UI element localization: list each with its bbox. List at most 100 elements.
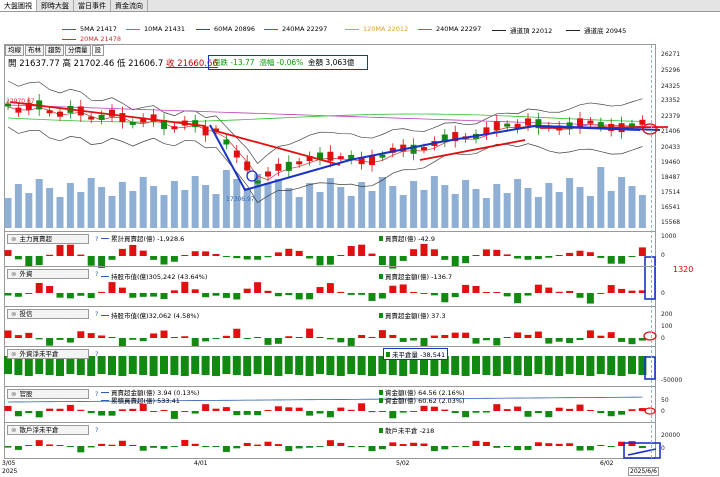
candle-body: [493, 121, 500, 131]
indicator-bar: [139, 338, 147, 342]
help-icon[interactable]: ?: [95, 350, 99, 358]
help-icon[interactable]: ?: [95, 235, 99, 243]
indicator-bar: [555, 291, 563, 293]
indicator-bar: [597, 293, 605, 294]
indicator-bar: [274, 406, 282, 411]
close-icon[interactable]: ⊗: [11, 235, 17, 243]
indicator-bar: [472, 440, 480, 446]
help-icon[interactable]: ?: [95, 390, 99, 398]
oi-bar: [482, 356, 491, 375]
oi-bar: [274, 356, 283, 376]
pane-title: ⊗ 官股?: [7, 389, 98, 399]
indicator-bar: [482, 292, 490, 293]
volume-bar: [129, 191, 137, 228]
pane-legend-1: 持股市值(億)32,062 (4.58%): [101, 310, 199, 320]
legend-text: 累計買賣超(億) -1,928.6: [111, 235, 185, 243]
indicator-bar: [243, 411, 251, 415]
price-tick: 20433: [661, 144, 681, 151]
price-tick: 17514: [661, 189, 681, 196]
pane-title: ⊗ 散戶淨未平倉?: [7, 425, 98, 435]
candle-body: [597, 122, 604, 128]
subtab-bollinger[interactable]: 布林: [25, 45, 44, 56]
candle-body: [379, 154, 386, 158]
help-icon[interactable]: ?: [95, 270, 99, 278]
pane-selector[interactable]: ⊗ 外資淨未平倉: [7, 349, 89, 359]
indicator-bar: [56, 338, 64, 340]
indicator-bar: [534, 442, 542, 446]
tab-daily-events[interactable]: 當日事件: [74, 0, 111, 11]
pane-selector[interactable]: ⊗ 官股: [7, 389, 89, 399]
close-icon[interactable]: ⊗: [11, 350, 17, 358]
indicator-bar: [358, 335, 366, 338]
tab-market-chart[interactable]: 大盤圖視: [0, 0, 37, 11]
indicator-bar: [462, 446, 470, 448]
indicator-bar: [524, 256, 532, 260]
close-icon[interactable]: ⊗: [11, 310, 17, 318]
candle-body: [389, 147, 396, 153]
indicator-bar: [410, 338, 418, 341]
volume-bar: [316, 192, 324, 228]
pane3-axis-mid: 100: [661, 323, 673, 330]
close-icon[interactable]: ⊗: [11, 270, 17, 278]
indicator-bar: [285, 248, 293, 256]
close-icon[interactable]: ⊗: [11, 390, 17, 398]
indicator-bar: [25, 411, 33, 414]
indicator-bar: [555, 338, 563, 342]
subtab-settings[interactable]: 設: [91, 45, 104, 56]
indicator-bar: [462, 284, 470, 293]
subtab-ma[interactable]: 均線: [5, 45, 24, 56]
candle-body: [629, 123, 635, 127]
pane-selector[interactable]: ⊗ 外資: [7, 269, 89, 279]
indicator-bar: [441, 256, 449, 260]
oi-bar: [544, 356, 553, 375]
price-tick: 18487: [661, 174, 681, 181]
date-start-year: 2025: [2, 468, 18, 475]
oi-bar: [284, 356, 293, 374]
pane-title-label: 外資淨未平倉: [19, 350, 59, 358]
candle-body: [400, 144, 407, 152]
price-tick: 15568: [661, 219, 681, 226]
indicator-bar: [264, 290, 272, 293]
tab-realtime-market[interactable]: 即時大盤: [37, 0, 74, 11]
subtab-trend[interactable]: 趨勢: [45, 45, 64, 56]
subtab-price-volume[interactable]: 分價量: [65, 45, 91, 56]
indicator-bar: [493, 446, 501, 448]
indicator-bar: [482, 338, 490, 341]
oi-bar: [492, 356, 501, 376]
oi-bar: [295, 356, 304, 375]
pane-selector[interactable]: ⊗ 主力買賣超: [7, 234, 89, 244]
volume-bar: [420, 190, 428, 228]
help-icon[interactable]: ?: [95, 310, 99, 318]
legend-label: 240MA 22297: [436, 25, 482, 33]
indicator-bar: [420, 443, 428, 446]
indicator-bar: [358, 244, 366, 256]
indicator-bar: [482, 411, 490, 413]
volume-bar: [566, 178, 574, 228]
indicator-bar: [191, 443, 199, 446]
tab-fund-flow[interactable]: 資金流向: [111, 0, 148, 11]
channel-bottom-line: [7, 126, 643, 204]
indicator-bar: [482, 249, 490, 256]
date-label: 6/02: [600, 460, 614, 467]
help-icon[interactable]: ?: [95, 426, 99, 434]
legend-text: 買賣超金額(億) 37.3: [385, 312, 446, 320]
candle-body: [369, 156, 375, 166]
close-icon[interactable]: ⊗: [11, 426, 17, 434]
pane-title-label: 外資: [19, 270, 33, 278]
indicator-bar: [181, 255, 189, 256]
volume-bar: [378, 177, 386, 228]
volume-bar: [638, 195, 646, 228]
volume-bar: [66, 183, 74, 228]
legend-text: 持股市值(億)305,242 (43.64%): [111, 273, 208, 281]
legend-text: 資金額(億) 60.62 (2.03%): [385, 397, 465, 405]
oi-bar: [399, 356, 408, 376]
pane-selector[interactable]: ⊗ 散戶淨未平倉: [7, 425, 89, 435]
candle-body: [327, 151, 334, 161]
indicator-bar: [139, 250, 147, 256]
volume-bar: [389, 186, 397, 228]
indicator-bar: [628, 338, 636, 345]
oi-bar: [24, 356, 33, 376]
pane-legend-1: 持股市值(億)305,242 (43.64%): [101, 271, 207, 281]
pane-selector[interactable]: ⊗ 投信: [7, 309, 89, 319]
candle-body: [535, 119, 542, 129]
